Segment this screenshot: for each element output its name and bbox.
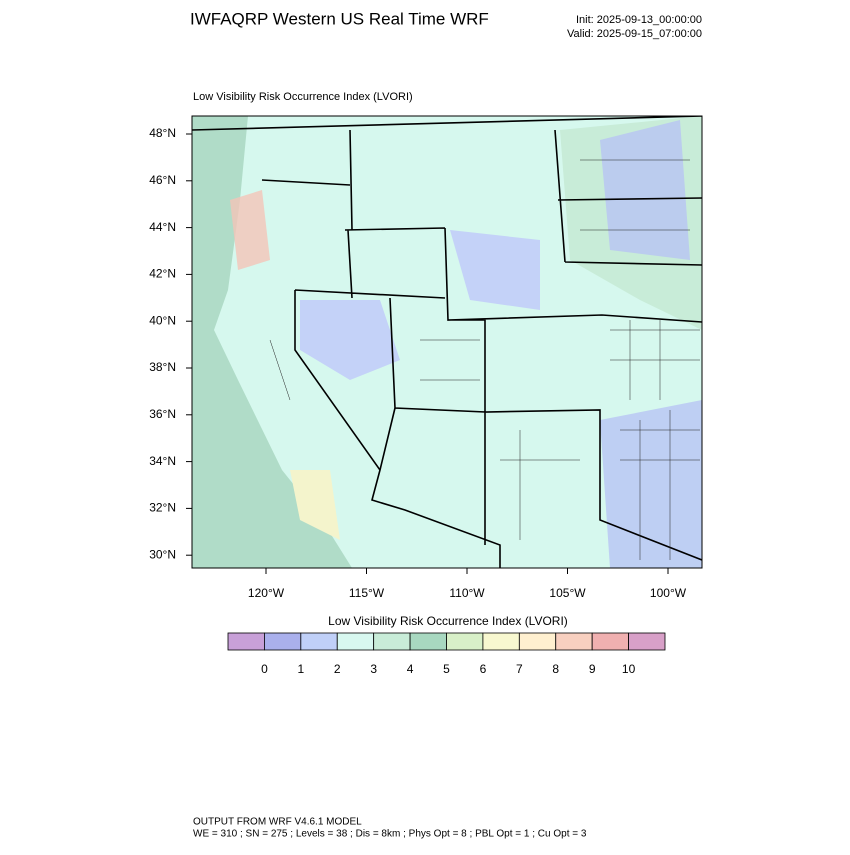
lon-label: 115°W xyxy=(349,586,385,600)
colorbar-label: 2 xyxy=(334,662,341,676)
state-borders xyxy=(261,129,702,568)
colorbar-box xyxy=(300,632,338,651)
region-blue xyxy=(600,400,702,568)
lat-label: 48°N xyxy=(149,126,176,140)
lon-labels: 120°W 115°W 110°W 105°W 100°W xyxy=(248,568,687,600)
colorbar-title: Low Visibility Risk Occurrence Index (LV… xyxy=(328,614,568,628)
title: IWFAQRP Western US Real Time WRF xyxy=(190,9,489,28)
lat-label: 34°N xyxy=(149,454,176,468)
colorbar-box xyxy=(482,632,520,651)
map-title: Low Visibility Risk Occurrence Index (LV… xyxy=(193,91,413,103)
colorbar-box xyxy=(264,632,302,651)
colorbar-box xyxy=(591,632,629,651)
colorbar-label: 4 xyxy=(407,662,414,676)
lat-label: 38°N xyxy=(149,360,176,374)
colorbar-label: 1 xyxy=(297,662,304,676)
colorbar-label: 3 xyxy=(370,662,377,676)
colorbar-box xyxy=(373,632,411,651)
region-yellow xyxy=(290,470,340,540)
lon-label: 120°W xyxy=(248,586,285,600)
colorbar-box xyxy=(409,632,447,651)
colorbar-box xyxy=(555,632,593,651)
lat-label: 32°N xyxy=(149,501,176,515)
colorbar-box xyxy=(336,632,375,651)
lat-label: 40°N xyxy=(149,313,176,327)
lat-label: 44°N xyxy=(149,220,176,234)
region-blue xyxy=(600,120,690,260)
map xyxy=(191,115,703,569)
footer-line: OUTPUT FROM WRF V4.6.1 MODEL xyxy=(193,817,362,828)
colorbar-label: 7 xyxy=(516,662,523,676)
colorbar-box xyxy=(446,632,484,651)
region-blue xyxy=(300,300,400,380)
colorbar-label: 8 xyxy=(552,662,559,676)
colorbar-label: 0 xyxy=(261,662,268,676)
init-time: Init: 2025-09-13_00:00:00 xyxy=(576,14,702,26)
ocean xyxy=(192,116,352,568)
border xyxy=(192,116,702,131)
lat-label: 46°N xyxy=(149,173,176,187)
region-red xyxy=(230,190,270,270)
lat-label: 30°N xyxy=(149,547,176,561)
lat-label: 36°N xyxy=(149,407,176,421)
lon-label: 110°W xyxy=(449,586,485,600)
lat-labels: 48°N 46°N 44°N 42°N 40°N 38°N 36°N 34°N 32°N 30°N xyxy=(149,126,192,561)
colorbar-label: 10 xyxy=(622,662,636,676)
footer-line: WE = 310 ; SN = 275 ; Levels = 38 ; Dis … xyxy=(193,829,587,840)
map-frame xyxy=(191,115,703,569)
county-borders xyxy=(269,159,700,560)
colorbar-label: 6 xyxy=(480,662,487,676)
lon-label: 100°W xyxy=(650,586,687,600)
lon-label: 105°W xyxy=(549,586,586,600)
colorbar-box xyxy=(628,632,666,651)
colorbar-box xyxy=(518,632,557,651)
lat-label: 42°N xyxy=(149,267,176,281)
colorbar-label: 5 xyxy=(443,662,450,676)
colorbar-label: 9 xyxy=(589,662,596,676)
colorbar-box xyxy=(227,632,265,651)
colorbar: 0 1 2 3 4 5 6 7 8 9 10 xyxy=(227,632,666,676)
region-blue xyxy=(450,230,540,310)
valid-time: Valid: 2025-09-15_07:00:00 xyxy=(567,28,702,40)
